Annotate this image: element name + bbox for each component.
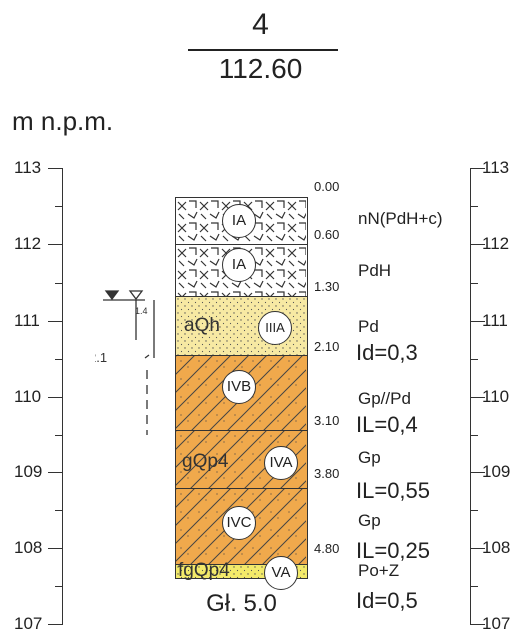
right-scale-line (470, 168, 471, 624)
layer-stratigraphy: aQh (184, 315, 220, 336)
right-minor-tick (470, 586, 478, 587)
layer-bottom-depth: 3.80 (314, 466, 340, 481)
left-minor-tick (55, 510, 63, 511)
right-minor-tick (470, 359, 478, 360)
layer-symbol: IA (222, 248, 256, 282)
left-scale-label: 107 (14, 614, 43, 633)
right-minor-tick (470, 282, 478, 284)
borehole-elevation: 112.60 (218, 53, 303, 84)
right-major-tick (470, 168, 485, 169)
layer-symbol: IVA (264, 446, 298, 480)
gw-observed-depth: 2.1 (95, 350, 107, 365)
borehole-number: 4 (252, 8, 269, 41)
gw-stabilized-depth: 1.4 (135, 306, 148, 316)
left-scale-label: 112 (14, 234, 42, 253)
layer-bottom-depth: 3.10 (314, 413, 340, 428)
left-minor-tick (55, 359, 63, 360)
left-scale-label: 113 (14, 158, 42, 177)
right-minor-tick (470, 510, 478, 511)
right-scale-label: 111 (482, 311, 508, 330)
right-scale-label: 109 (482, 462, 511, 481)
layer-soil-type: nN(PdH+c) (358, 209, 443, 228)
right-major-tick (470, 548, 485, 549)
right-major-tick (470, 244, 485, 245)
layer-soil-type: PdH (358, 261, 392, 280)
left-minor-tick (55, 282, 63, 284)
layer-top-depth: 0.00 (314, 179, 340, 194)
left-scale-label: 109 (14, 462, 43, 481)
layer-parameter: Id=0,3 (356, 340, 418, 365)
layer-soil-type: Pd (358, 317, 379, 336)
left-scale-label: 108 (14, 538, 43, 557)
right-scale-label: 110 (482, 387, 510, 406)
left-major-tick (48, 321, 63, 322)
layer-soil-type: Gp (358, 511, 381, 530)
right-major-tick (470, 397, 485, 398)
layer-soil-type: Gp//Pd (358, 389, 411, 408)
right-major-tick (470, 472, 485, 473)
layer-bottom-depth: 0.60 (314, 227, 340, 242)
left-minor-tick (55, 586, 63, 587)
left-scale-label: 110 (14, 387, 42, 406)
layer-symbol: VA (264, 556, 298, 590)
right-scale-label: 113 (482, 158, 510, 177)
groundwater-markers: 1.4 2.1 (95, 290, 155, 435)
right-minor-tick (470, 434, 478, 436)
axis-unit-label: m n.p.m. (12, 106, 114, 136)
right-scale-label: 107 (482, 614, 511, 633)
layer-parameter: IL=0,25 (356, 538, 431, 563)
groundwater-stabilized-icon (128, 290, 144, 301)
layer-symbol: IVB (222, 370, 256, 404)
layer-soil-type: Gp (358, 448, 381, 467)
layer-soil-type: Po+Z (358, 561, 400, 580)
left-minor-tick (55, 206, 63, 207)
layer-stratigraphy: gQp4 (182, 451, 229, 472)
left-major-tick (48, 244, 63, 245)
header-fraction-line (188, 49, 338, 51)
left-major-tick (48, 168, 63, 169)
layer-parameter: Id=0,5 (356, 588, 418, 613)
layer-symbol: IVC (222, 506, 256, 540)
layer-bottom-depth: 4.80 (314, 541, 340, 556)
left-major-tick (48, 472, 63, 473)
left-major-tick (48, 624, 63, 625)
right-minor-tick (470, 206, 478, 207)
layer-parameter: IL=0,55 (356, 478, 431, 503)
right-major-tick (470, 321, 485, 322)
final-depth-label: Gł. 5.0 (206, 590, 277, 617)
left-scale-label: 111 (14, 311, 40, 330)
left-major-tick (48, 548, 63, 549)
layer-parameter: IL=0,4 (356, 412, 418, 437)
left-minor-tick (55, 434, 63, 436)
layer-bottom-depth: 2.10 (314, 339, 340, 354)
right-scale-label: 112 (482, 234, 510, 253)
layer-symbol: IIIA (258, 311, 292, 345)
layer-stratigraphy: fgQp4 (178, 560, 230, 581)
right-scale-label: 108 (482, 538, 511, 557)
right-major-tick (470, 624, 485, 625)
left-major-tick (48, 397, 63, 398)
groundwater-observed-icon (104, 290, 120, 301)
layer-bottom-depth: 1.30 (314, 279, 340, 294)
left-scale-line (62, 168, 63, 624)
layer-symbol: IA (222, 204, 256, 238)
